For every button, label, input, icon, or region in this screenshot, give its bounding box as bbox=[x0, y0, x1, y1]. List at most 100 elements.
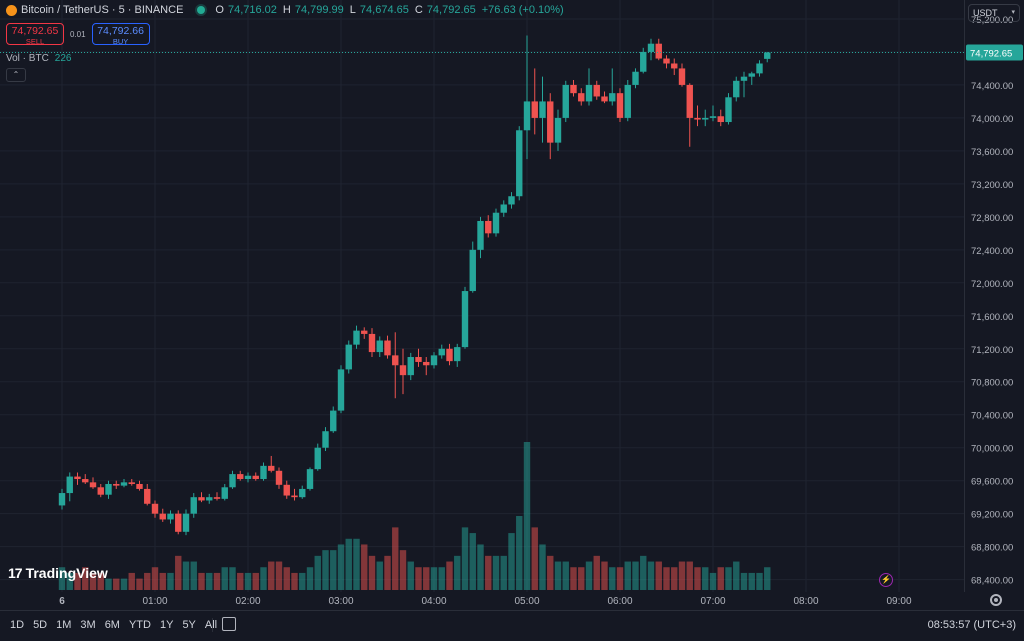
volume-bar bbox=[345, 538, 352, 590]
volume-bar bbox=[694, 567, 701, 590]
volume-bar bbox=[663, 567, 670, 590]
candle-body bbox=[508, 196, 515, 205]
volume-bar bbox=[198, 572, 205, 590]
buy-button[interactable]: 74,792.66 BUY bbox=[91, 23, 150, 46]
volume-bar bbox=[578, 567, 585, 590]
volume-bar bbox=[531, 527, 538, 590]
candle-body bbox=[275, 470, 283, 485]
settings-gear-icon[interactable] bbox=[990, 594, 1002, 606]
candle-body bbox=[144, 488, 151, 504]
time-tick-label: 09:00 bbox=[886, 596, 911, 607]
volume-legend[interactable]: Vol · BTC 226 bbox=[6, 53, 71, 64]
market-status-icon[interactable] bbox=[197, 6, 206, 14]
candle-body bbox=[345, 344, 352, 370]
candle-body bbox=[694, 117, 701, 120]
volume-bar bbox=[113, 578, 120, 590]
range-button-1m[interactable]: 1M bbox=[56, 619, 72, 631]
volume-bar bbox=[299, 572, 306, 590]
time-tick-label: 02:00 bbox=[235, 596, 260, 607]
volume-bar bbox=[252, 572, 259, 590]
range-button-3m[interactable]: 3M bbox=[80, 619, 96, 631]
candle-body bbox=[221, 487, 228, 499]
volume-bar bbox=[128, 572, 135, 590]
candle-body bbox=[206, 497, 213, 501]
range-button-5y[interactable]: 5Y bbox=[182, 619, 196, 631]
volume-bar bbox=[632, 561, 639, 590]
change-value: +76.63 (+0.10%) bbox=[481, 4, 564, 16]
range-button-6m[interactable]: 6M bbox=[104, 619, 120, 631]
symbol-title[interactable]: Bitcoin / TetherUS · 5 · BINANCE bbox=[21, 4, 184, 16]
range-button-ytd[interactable]: YTD bbox=[128, 619, 151, 631]
calendar-range-icon[interactable] bbox=[222, 617, 236, 631]
volume-bar bbox=[539, 544, 546, 590]
volume-bar bbox=[469, 533, 476, 590]
volume-bar bbox=[275, 561, 283, 590]
candle-body bbox=[237, 474, 244, 480]
volume-bar bbox=[547, 555, 554, 590]
candle-body bbox=[283, 484, 290, 496]
volume-bar bbox=[229, 567, 236, 590]
sell-price: 74,792.65 bbox=[11, 25, 59, 37]
lightning-icon[interactable]: ⚡ bbox=[879, 573, 893, 587]
price-axis[interactable]: 75,200.0074,800.0074,400.0074,000.0073,6… bbox=[964, 0, 1024, 592]
tradingview-mark-icon: 17 bbox=[8, 565, 23, 581]
volume-bar bbox=[740, 572, 748, 590]
time-tick-label: 04:00 bbox=[421, 596, 446, 607]
time-tick-label: 08:00 bbox=[793, 596, 818, 607]
buy-price: 74,792.66 bbox=[97, 25, 144, 37]
volume-bar bbox=[423, 567, 430, 590]
volume-bar bbox=[244, 572, 252, 590]
volume-bar bbox=[144, 572, 151, 590]
candle-body bbox=[446, 348, 453, 362]
tradingview-logo[interactable]: 17 TradingView bbox=[8, 565, 108, 581]
time-axis[interactable]: 6 01:00 02:00 03:00 04:00 05:00 06:00 07:00 08:0… bbox=[0, 592, 964, 610]
high-value: 74,799.99 bbox=[294, 4, 344, 16]
candle-body bbox=[531, 101, 538, 118]
range-button-1y[interactable]: 1Y bbox=[159, 619, 174, 631]
volume-bar bbox=[291, 572, 298, 590]
candle-body bbox=[120, 482, 128, 486]
volume-bar bbox=[330, 550, 337, 590]
volume-bar bbox=[492, 555, 500, 590]
candle-body bbox=[392, 355, 399, 366]
candle-body bbox=[376, 340, 383, 353]
time-tick-label: 05:00 bbox=[514, 596, 539, 607]
candle-body bbox=[438, 348, 445, 356]
currency-selector[interactable]: USDT ▾ bbox=[968, 4, 1020, 22]
candle-body bbox=[764, 52, 771, 59]
candle-body bbox=[299, 488, 306, 498]
clock-display[interactable]: 08:53:57 (UTC+3) bbox=[927, 619, 1016, 631]
candle-body bbox=[523, 101, 531, 131]
price-tick-label: 70,000.00 bbox=[971, 444, 1013, 455]
candle-body bbox=[113, 483, 120, 486]
volume-bar bbox=[136, 578, 143, 590]
volume-bar bbox=[554, 561, 562, 590]
time-axis-labels: 6 01:00 02:00 03:00 04:00 05:00 06:00 07:00 08:0… bbox=[59, 596, 912, 607]
sell-button[interactable]: 74,792.65 SELL bbox=[6, 23, 64, 46]
candle-body bbox=[361, 330, 368, 334]
price-tick-label: 75,200.00 bbox=[971, 15, 1013, 26]
price-tick-label: 74,400.00 bbox=[971, 81, 1013, 92]
range-button-1d[interactable]: 1D bbox=[10, 619, 25, 631]
candle-body bbox=[306, 469, 314, 489]
volume-bar bbox=[601, 561, 608, 590]
volume-bar bbox=[748, 572, 755, 590]
candle-body bbox=[66, 476, 73, 494]
volume-bar bbox=[213, 572, 221, 590]
volume-bar bbox=[260, 567, 267, 590]
collapse-legend-icon[interactable]: ⌃ bbox=[6, 68, 26, 82]
last-price-badge bbox=[966, 44, 1023, 61]
chart-canvas[interactable]: Bitcoin / TetherUS · 5 · BINANCE O 74,716… bbox=[0, 0, 964, 592]
price-chart[interactable] bbox=[0, 0, 964, 592]
range-button-all[interactable]: All bbox=[205, 619, 217, 631]
price-tick-label: 69,200.00 bbox=[971, 510, 1013, 521]
volume-bar bbox=[167, 572, 174, 590]
volume-bar bbox=[283, 567, 290, 590]
volume-bar bbox=[268, 561, 275, 590]
volume-bar bbox=[562, 561, 569, 590]
range-button-5d[interactable]: 5D bbox=[33, 619, 48, 631]
candle-body bbox=[624, 84, 631, 118]
price-tick-label: 72,000.00 bbox=[971, 279, 1013, 290]
candle-body bbox=[74, 476, 81, 480]
volume-bar bbox=[655, 561, 662, 590]
